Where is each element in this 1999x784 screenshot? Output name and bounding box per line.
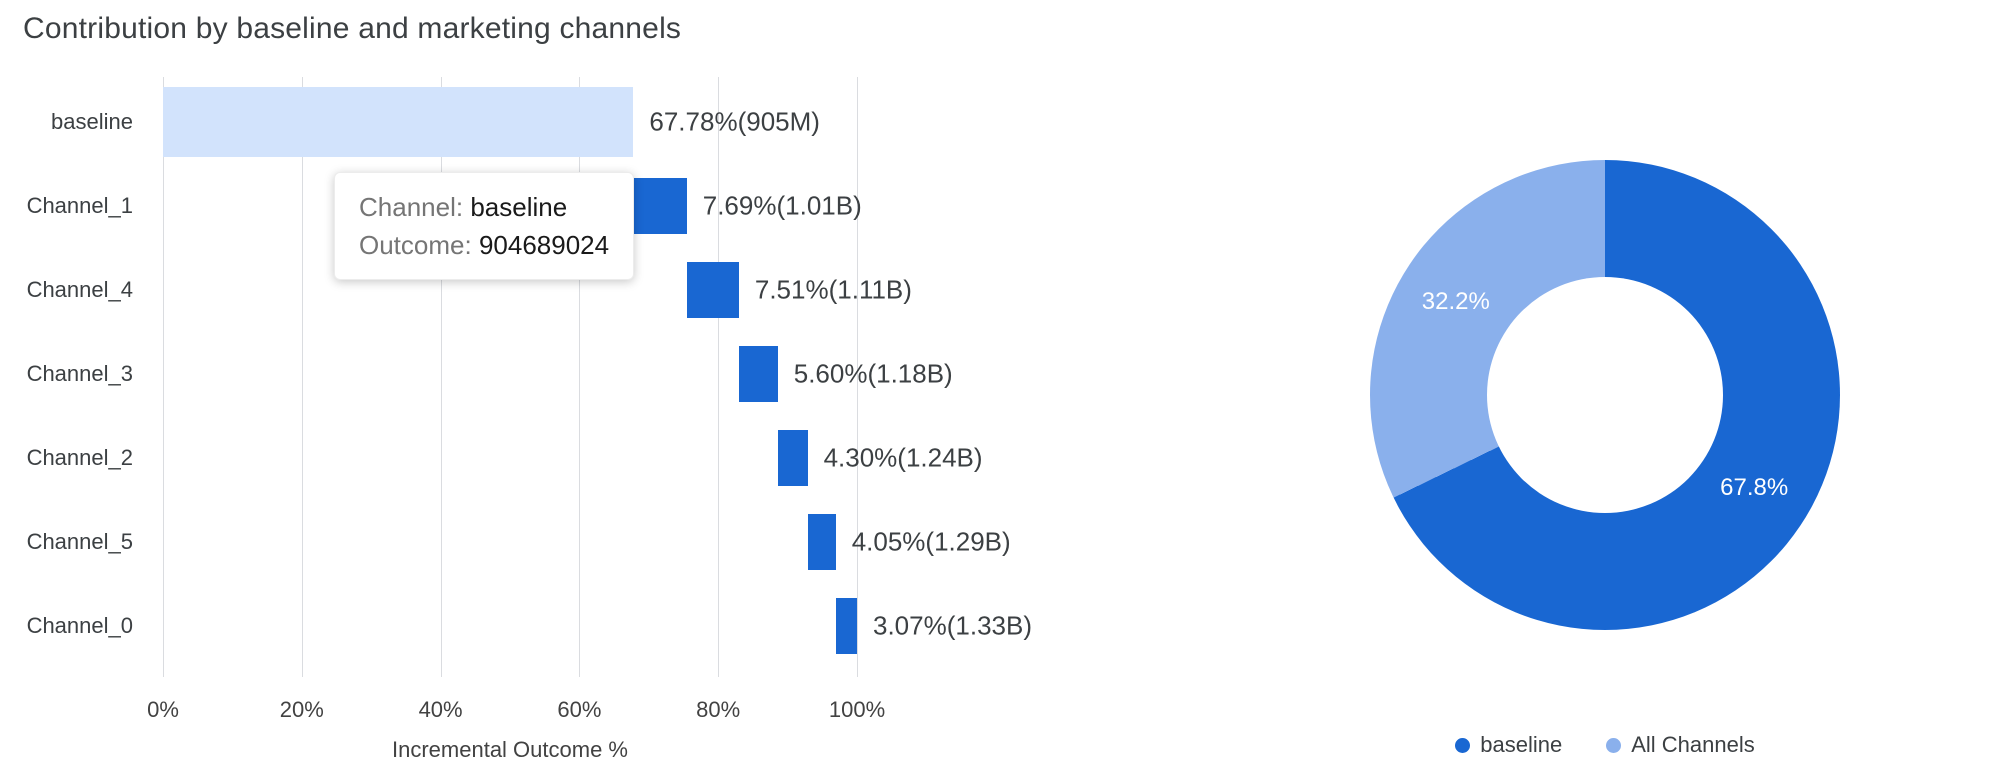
category-label-Channel_2: Channel_2 bbox=[26, 445, 133, 470]
x-axis-tick: 40% bbox=[418, 697, 463, 722]
legend-color-dot bbox=[1455, 737, 1471, 753]
gridline bbox=[857, 77, 858, 677]
bar-Channel_1[interactable] bbox=[633, 178, 687, 234]
x-axis-tick: 0% bbox=[147, 697, 179, 722]
waterfall-plot: 0% 20% 40% 60% 80% 100% baseline 67.78%(905M) Ch… bbox=[27, 77, 1032, 722]
category-label-Channel_4: Channel_4 bbox=[26, 277, 133, 302]
legend-item-all-channels[interactable]: All Channels bbox=[1606, 732, 1755, 758]
tooltip-outcome-value: 904689024 bbox=[478, 230, 610, 260]
x-axis-title: Incremental Outcome % bbox=[392, 737, 628, 762]
bar-baseline[interactable] bbox=[163, 87, 634, 157]
tooltip-channel-label: Channel: bbox=[359, 192, 464, 222]
tooltip-outcome-label: Outcome: bbox=[359, 230, 472, 260]
donut-legend: baseline All Channels bbox=[1370, 732, 1840, 758]
bar-value-label: 67.78%(905M) bbox=[649, 106, 820, 137]
gridline bbox=[440, 77, 442, 677]
x-axis-tick: 60% bbox=[557, 697, 602, 722]
gridline bbox=[163, 77, 164, 677]
page-title: Contribution by baseline and marketing c… bbox=[23, 12, 682, 45]
tooltip-outcome-row: Outcome: 904689024 bbox=[359, 226, 609, 264]
bar-value-label: 5.60%(1.18B) bbox=[793, 358, 953, 389]
category-label-Channel_3: Channel_3 bbox=[26, 361, 133, 386]
donut-slice-label: 67.8% bbox=[1720, 474, 1789, 502]
x-axis-tick: 20% bbox=[279, 697, 324, 722]
legend-item-baseline[interactable]: baseline bbox=[1455, 732, 1562, 758]
donut-slice-label: 32.2% bbox=[1421, 287, 1490, 315]
bar-value-label: 7.69%(1.01B) bbox=[702, 190, 862, 221]
bar-value-label: 4.05%(1.29B) bbox=[851, 526, 1011, 557]
category-label-Channel_1: Channel_1 bbox=[26, 193, 133, 218]
x-axis-tick: 100% bbox=[828, 697, 886, 722]
bar-Channel_5[interactable] bbox=[807, 514, 836, 570]
gridline bbox=[718, 77, 720, 677]
gridline bbox=[301, 77, 303, 677]
gridline bbox=[579, 77, 581, 677]
bar-Channel_0[interactable] bbox=[835, 598, 857, 654]
tooltip-channel-row: Channel: baseline bbox=[359, 188, 609, 226]
legend-label: baseline bbox=[1480, 732, 1563, 757]
bar-value-label: 3.07%(1.33B) bbox=[873, 610, 1032, 641]
donut-chart: 67.8% 32.2% bbox=[1370, 160, 1840, 630]
bar-Channel_3[interactable] bbox=[738, 346, 778, 402]
x-axis-tick: 80% bbox=[696, 697, 741, 722]
tooltip-channel-value: baseline bbox=[470, 192, 568, 222]
legend-color-dot bbox=[1606, 737, 1622, 753]
donut-hole bbox=[1487, 277, 1723, 513]
bar-value-label: 7.51%(1.11B) bbox=[754, 274, 912, 305]
bar-Channel_2[interactable] bbox=[777, 430, 808, 486]
category-label-Channel_5: Channel_5 bbox=[26, 529, 133, 554]
legend-label: All Channels bbox=[1631, 732, 1755, 757]
bar-value-label: 4.30%(1.24B) bbox=[823, 442, 983, 473]
category-label-baseline: baseline bbox=[51, 109, 133, 134]
category-label-Channel_0: Channel_0 bbox=[26, 613, 133, 638]
tooltip: Channel: baseline Outcome: 904689024 bbox=[334, 172, 635, 280]
bar-Channel_4[interactable] bbox=[686, 262, 739, 318]
